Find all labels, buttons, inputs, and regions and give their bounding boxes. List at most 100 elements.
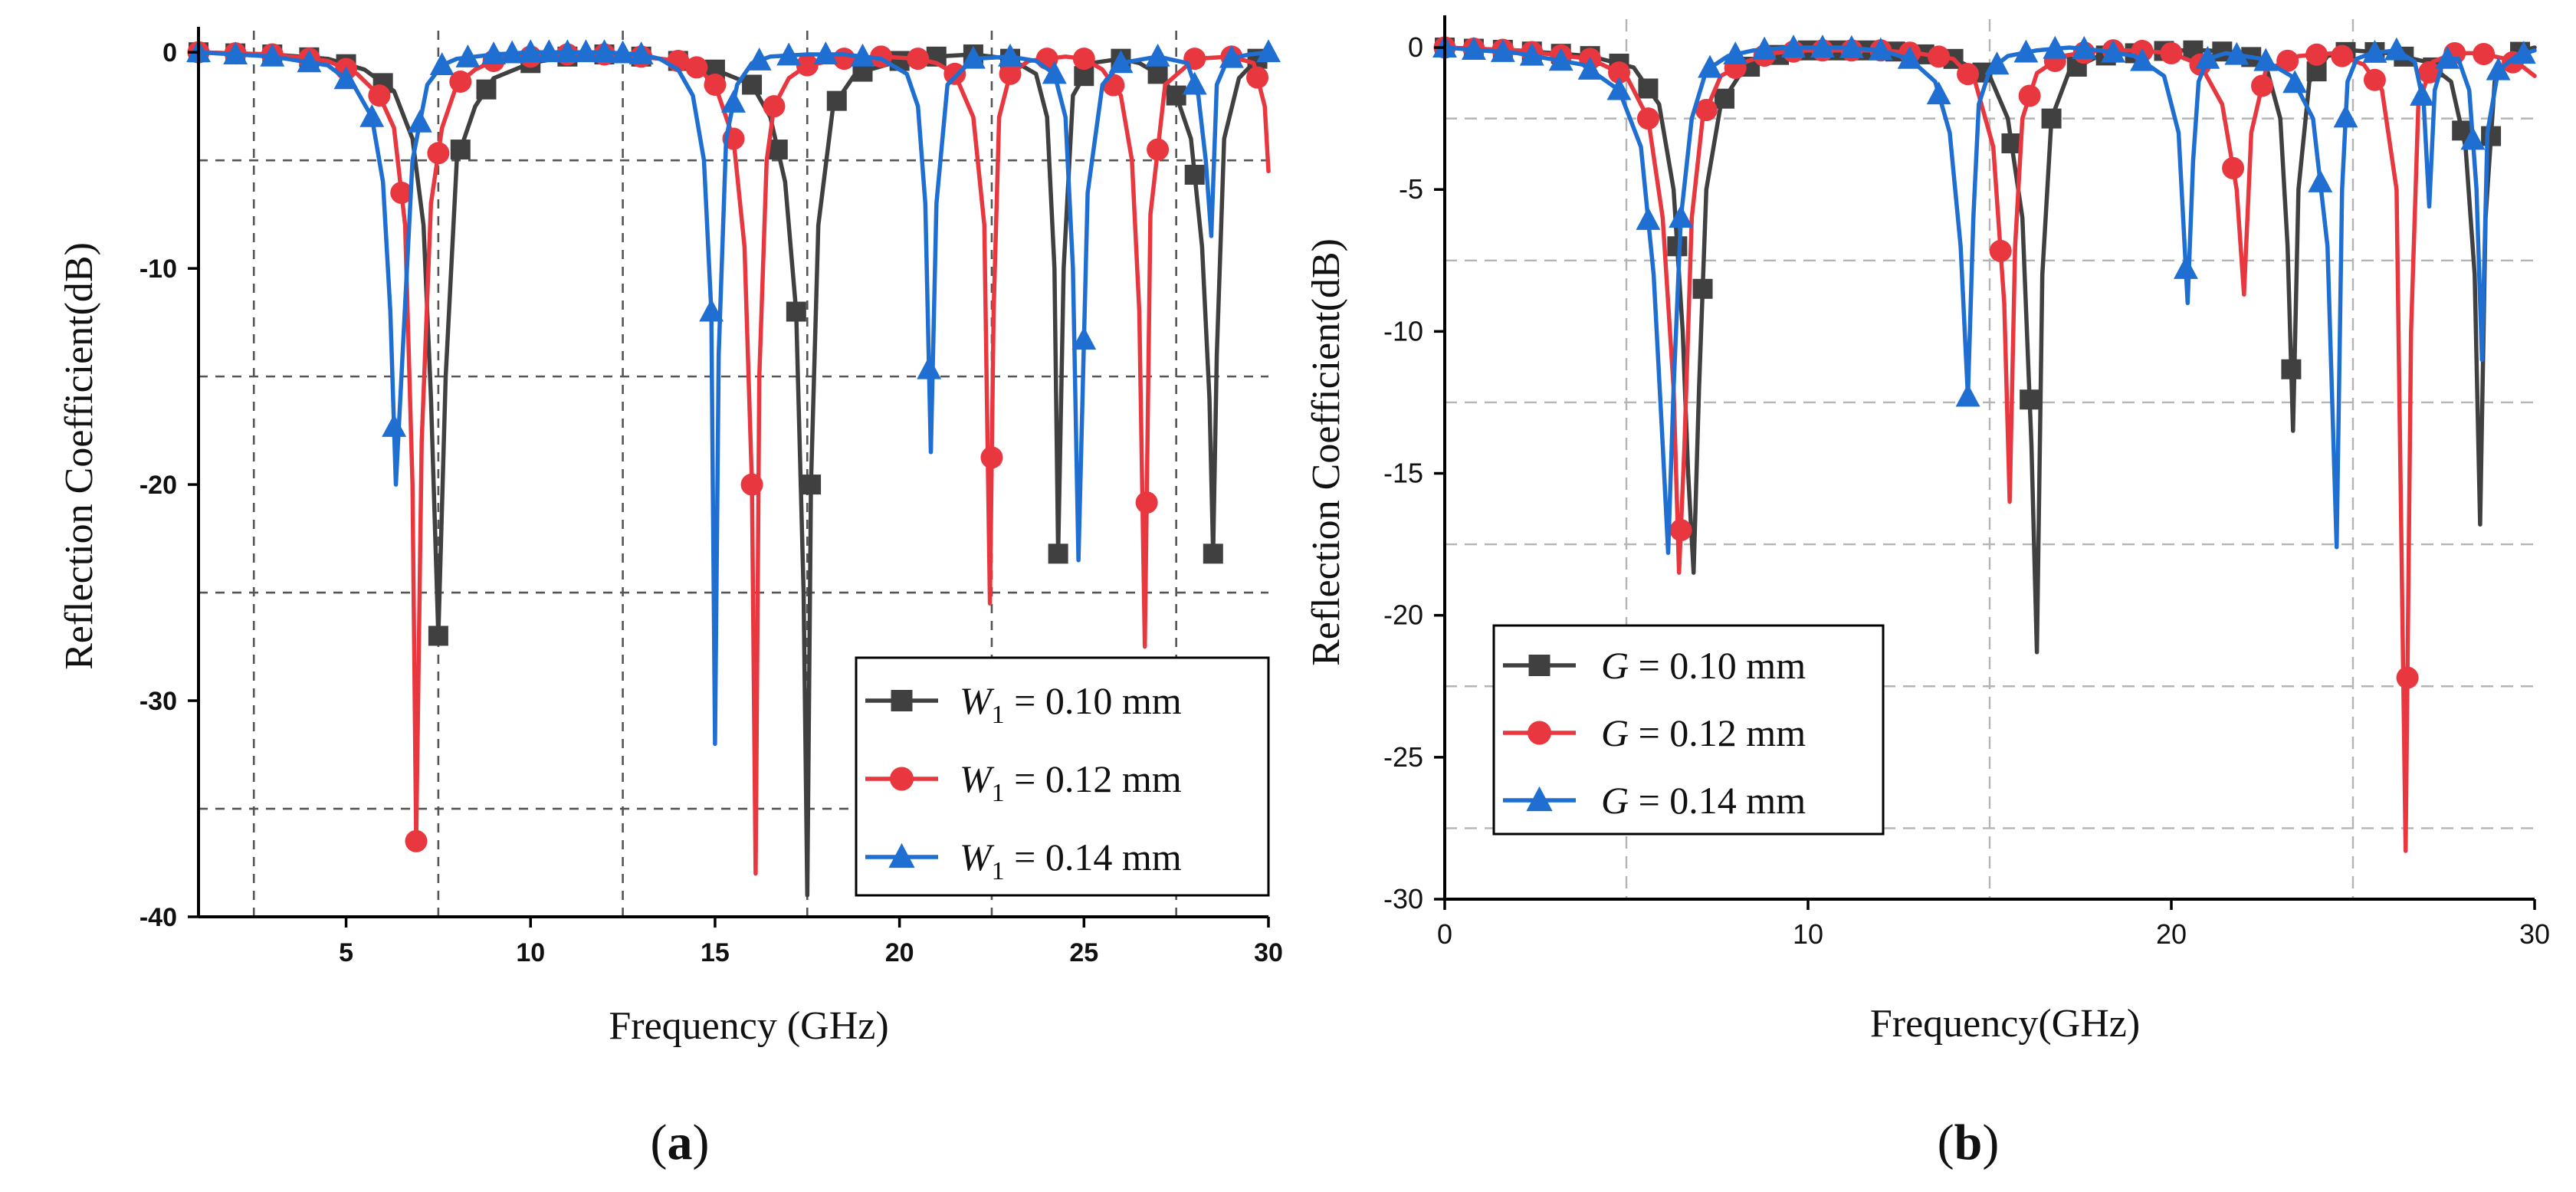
legend-marker-circle — [1528, 721, 1551, 745]
y-tick-label: -10 — [139, 254, 177, 284]
data-point-marker-square — [1203, 543, 1223, 564]
data-point-marker-triangle — [2362, 39, 2387, 63]
data-point-marker-triangle — [2435, 45, 2460, 69]
data-point-marker-triangle — [721, 90, 746, 113]
data-point-marker-triangle — [223, 41, 248, 64]
data-point-marker-square — [2001, 133, 2022, 154]
data-point-marker-triangle — [481, 41, 507, 64]
legend-variable: G — [1601, 644, 1629, 687]
y-tick-label: -20 — [139, 471, 177, 500]
data-point-marker-triangle — [1723, 41, 1748, 64]
data-point-marker-triangle — [1984, 51, 2010, 75]
panel-a-tick-labels: 5 10 15 20 25 30 -40 -30 -20 -10 0 — [139, 38, 1283, 967]
data-point-marker-circle — [2251, 74, 2273, 97]
y-tick-label: -5 — [1399, 173, 1423, 205]
x-tick-label: 10 — [1793, 918, 1823, 950]
data-point-marker-circle — [2418, 61, 2441, 84]
data-point-marker-triangle — [699, 298, 724, 322]
legend-value: = 0.12 mm — [1629, 711, 1806, 754]
data-point-marker-square — [1184, 164, 1205, 185]
y-tick-label: -10 — [1383, 315, 1423, 346]
data-point-marker-triangle — [260, 43, 285, 67]
data-point-marker-triangle — [1548, 48, 1573, 71]
legend-value: = 0.10 mm — [1005, 679, 1182, 722]
legend-variable: G — [1601, 779, 1629, 822]
legend-variable: W — [960, 757, 995, 800]
panel-a-y-axis-title: Reflection Coefficient(dB) — [57, 242, 101, 670]
legend-marker-triangle — [888, 842, 915, 869]
data-point-marker-circle — [2160, 41, 2183, 64]
data-point-marker-triangle — [500, 40, 525, 64]
data-point-marker-triangle — [917, 356, 942, 379]
legend-marker-circle — [890, 767, 914, 791]
data-point-marker-circle — [1989, 239, 2012, 262]
y-tick-label: -30 — [139, 687, 177, 716]
legend-subscript: 1 — [992, 701, 1005, 729]
data-point-marker-triangle — [1955, 383, 1980, 407]
data-point-marker-circle — [980, 446, 1003, 469]
panel-a-label: (a) — [651, 1115, 710, 1171]
data-point-marker-triangle — [1669, 205, 1694, 228]
data-point-marker-circle — [2305, 43, 2328, 66]
data-point-marker-triangle — [455, 44, 481, 67]
data-point-marker-triangle — [2072, 35, 2097, 59]
legend-label-1: G = 0.10 mm — [1601, 644, 1806, 687]
data-point-marker-square — [476, 79, 497, 100]
data-point-marker-circle — [2331, 44, 2354, 67]
data-point-marker-triangle — [2224, 41, 2249, 65]
data-point-marker-triangle — [2130, 48, 2155, 71]
data-point-marker-circle — [796, 54, 819, 77]
data-point-marker-circle — [999, 62, 1022, 85]
data-point-marker-circle — [2363, 68, 2386, 91]
legend-label-2: G = 0.12 mm — [1601, 711, 1806, 754]
data-point-marker-circle — [1072, 48, 1095, 71]
data-point-marker-triangle — [359, 103, 385, 127]
data-point-marker-triangle — [1810, 34, 1835, 57]
x-tick-label: 0 — [1437, 918, 1452, 950]
data-point-marker-triangle — [1698, 54, 1722, 78]
legend-value: = 0.14 mm — [1629, 779, 1806, 822]
data-point-marker-triangle — [2410, 83, 2435, 106]
x-tick-label: 30 — [1254, 938, 1283, 967]
data-point-marker-square — [2481, 126, 2502, 146]
legend-subscript: 1 — [992, 779, 1005, 807]
data-point-marker-triangle — [1108, 50, 1134, 74]
data-point-marker-circle — [2018, 84, 2041, 107]
data-point-marker-triangle — [297, 49, 322, 73]
data-point-marker-triangle — [2174, 255, 2198, 279]
legend-label-3: G = 0.14 mm — [1601, 779, 1806, 822]
data-point-marker-triangle — [1042, 61, 1067, 84]
data-point-marker-triangle — [1461, 37, 1486, 60]
y-tick-label: -30 — [1383, 883, 1423, 915]
data-point-marker-triangle — [2282, 70, 2308, 94]
data-point-marker-square — [428, 626, 448, 646]
data-point-marker-triangle — [1636, 206, 1661, 230]
x-tick-label: 20 — [2156, 918, 2187, 950]
data-point-marker-triangle — [1606, 77, 1632, 100]
data-point-marker-circle — [907, 48, 930, 71]
data-point-marker-circle — [1147, 138, 1170, 161]
data-point-marker-circle — [740, 473, 763, 496]
data-point-marker-square — [1048, 543, 1068, 564]
data-point-marker-square — [1147, 64, 1168, 84]
data-point-marker-square — [2041, 108, 2062, 129]
data-point-marker-square — [786, 301, 806, 322]
legend-marker-triangle — [1526, 786, 1553, 812]
data-point-marker-square — [1638, 78, 1659, 99]
data-point-marker-triangle — [1145, 43, 1170, 67]
data-point-marker-triangle — [2511, 41, 2536, 64]
data-point-marker-triangle — [747, 47, 772, 71]
data-point-marker-triangle — [1490, 39, 1515, 62]
y-tick-label: -40 — [139, 903, 177, 932]
panel-b-y-axis-title: Reflection Coefficient(dB) — [1304, 238, 1348, 666]
x-tick-label: 15 — [701, 938, 730, 967]
data-point-marker-square — [450, 140, 471, 160]
data-point-marker-triangle — [2486, 57, 2511, 80]
data-point-marker-circle — [2473, 42, 2496, 65]
data-point-marker-square — [2020, 389, 2040, 410]
data-point-marker-triangle — [1926, 81, 1951, 105]
data-point-marker-circle — [832, 48, 855, 71]
data-point-marker-square — [742, 74, 763, 95]
data-point-marker-triangle — [2043, 35, 2068, 59]
